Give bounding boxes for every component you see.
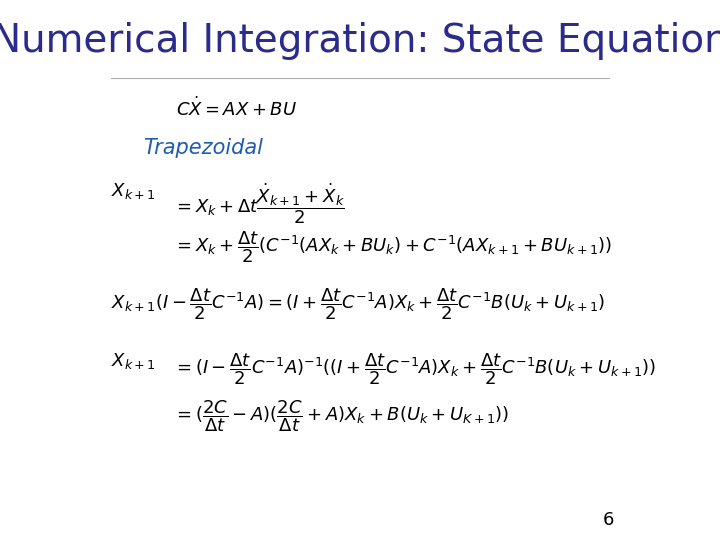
Text: $= X_k + \dfrac{\Delta t}{2}(C^{-1}(AX_k + BU_k) + C^{-1}(AX_{k+1} + BU_{k+1}))$: $= X_k + \dfrac{\Delta t}{2}(C^{-1}(AX_k… [174, 230, 612, 265]
Text: $X_{k+1}(I - \dfrac{\Delta t}{2}C^{-1}A) = (I + \dfrac{\Delta t}{2}C^{-1}A)X_k +: $X_{k+1}(I - \dfrac{\Delta t}{2}C^{-1}A)… [111, 286, 605, 322]
Text: Trapezoidal: Trapezoidal [143, 138, 264, 158]
Text: Numerical Integration: State Equation: Numerical Integration: State Equation [0, 22, 720, 59]
Text: $= (\dfrac{2C}{\Delta t} - A)(\dfrac{2C}{\Delta t} + A)X_k + B(U_k + U_{K+1}))$: $= (\dfrac{2C}{\Delta t} - A)(\dfrac{2C}… [174, 399, 509, 434]
Text: 6: 6 [603, 511, 614, 529]
Text: $X_{k+1}$: $X_{k+1}$ [111, 181, 156, 201]
Text: $C\dot{X} = AX + BU$: $C\dot{X} = AX + BU$ [176, 97, 297, 120]
Text: $X_{k+1}$: $X_{k+1}$ [111, 351, 156, 371]
Text: $= (I - \dfrac{\Delta t}{2}C^{-1}A)^{-1}((I + \dfrac{\Delta t}{2}C^{-1}A)X_k + \: $= (I - \dfrac{\Delta t}{2}C^{-1}A)^{-1}… [174, 351, 656, 387]
Text: $= X_k + \Delta t\dfrac{\dot{X}_{k+1}+\dot{X}_k}{2}$: $= X_k + \Delta t\dfrac{\dot{X}_{k+1}+\d… [174, 181, 345, 226]
